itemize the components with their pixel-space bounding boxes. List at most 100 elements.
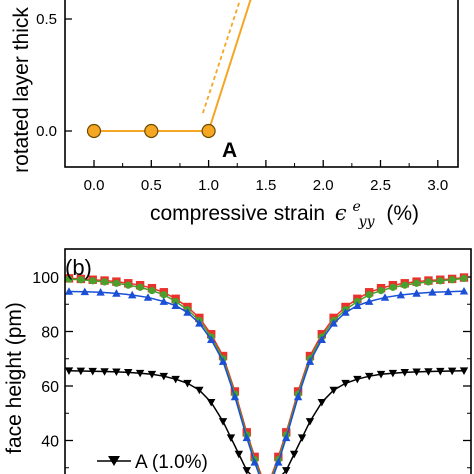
b-data-point [128,290,137,299]
b-data-point [460,274,468,282]
a-data-point [144,123,159,139]
b-data-point [207,398,216,407]
b-data-point [195,386,204,395]
b-data-point [412,289,421,297]
b-data-point [424,278,433,286]
b-data-point [293,392,303,401]
b-data-point [282,467,291,474]
panel-b: face height (pm) 40 60 80 100 (b) A (1.0%) [3,248,472,474]
b-data-point [250,458,259,466]
b-data-point [80,287,89,296]
b-data-point [112,279,120,287]
panel-a-ylabel: rotated layer thick [10,7,33,173]
b-data-point [242,433,251,442]
b-data-point [353,375,362,384]
b-data-point [230,392,240,401]
b-data-point [218,418,228,426]
panel-a-series [86,0,252,139]
b-ytick-label: 100 [32,270,59,287]
panel-a-xlabel: compressive strain ϵ e yy (%) [150,193,419,231]
b-data-point [389,283,397,291]
b-series-line-3 [68,369,465,474]
a-xtick-label: 0.0 [84,177,105,194]
b-data-point [226,434,236,442]
b-data-point [77,276,85,284]
panel-a-annotation: A [222,139,237,162]
b-data-point [218,357,228,365]
b-data-point [365,291,373,299]
b-ytick-label: 40 [41,434,59,451]
b-series-line-2 [68,290,465,474]
a-xtick-label: 2.5 [370,177,391,194]
a-xtick-label: 3.0 [427,177,448,194]
panel-b-ticks: 40 60 80 100 [32,270,471,469]
b-data-point [365,297,374,305]
b-data-point [401,281,409,289]
panel-a: rotated layer thick 0.0 0.5 1.0 1.5 2.0 2.5 3.… [10,0,459,231]
b-data-point [76,367,86,376]
b-data-point [124,281,132,289]
b-data-point [88,367,97,376]
panel-b-series [64,273,469,474]
b-data-point [424,368,433,376]
panel-a-frame [64,0,459,168]
b-data-point [160,291,168,299]
b-data-point [183,379,192,388]
b-data-point [377,287,385,295]
b-data-point [388,369,398,378]
b-data-point [135,369,145,378]
b-data-point [413,279,421,287]
b-data-point [396,290,405,299]
panel-b-legend: A (1.0%) [97,452,208,473]
b-data-point [317,398,326,407]
b-data-point [436,277,444,285]
b-data-point [353,301,362,309]
b-data-point [147,370,157,379]
b-data-point [459,367,469,375]
b-data-point [136,283,144,291]
b-data-point [428,288,437,296]
a-xtick-label: 0.5 [141,177,162,194]
b-data-point [341,379,350,388]
b-data-point [289,450,299,459]
b-data-point [305,357,315,365]
b-data-point [274,458,283,466]
b-data-point [195,319,204,327]
b-data-point [64,287,74,295]
b-data-point [112,368,121,377]
b-data-point [112,289,121,297]
panel-b-label: (b) [65,255,92,280]
b-data-point [376,370,386,379]
b-data-point [124,369,133,377]
legend-marker-triangle-down [108,456,120,466]
b-data-point [447,367,457,376]
panel-a-arrows [202,0,241,114]
b-data-point [459,286,469,295]
b-data-point [148,287,156,295]
a-data-point [86,123,102,139]
b-data-point [444,287,453,296]
b-data-point [234,450,244,459]
a-xtick-label: 1.0 [198,177,219,194]
b-data-point [96,288,105,296]
b-data-point [100,278,109,286]
b-data-point [171,375,180,384]
b-data-point [317,335,326,344]
a-xtick-label: 2.0 [313,177,334,194]
b-data-point [400,369,409,377]
b-data-point [183,308,192,316]
a-xtick-label: 1.5 [255,177,276,194]
b-data-point [448,276,456,284]
b-data-point [341,308,350,316]
a-ytick-label: 0.5 [36,11,57,28]
b-data-point [89,277,97,285]
a-series-line [94,0,252,132]
b-data-point [171,301,180,309]
b-data-point [297,434,307,442]
b-data-point [242,467,251,474]
b-data-point [143,293,153,301]
b-data-point [64,367,74,375]
b-ytick-label: 60 [41,379,59,396]
b-data-point [329,386,338,395]
